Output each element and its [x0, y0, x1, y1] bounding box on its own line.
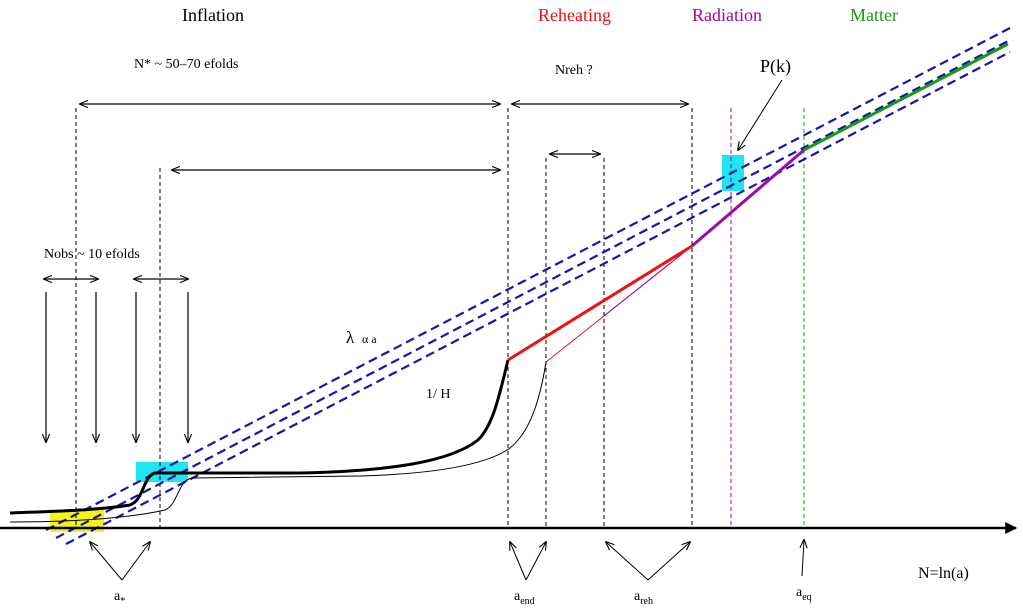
- inverse-hubble-label: 1/ H: [426, 387, 451, 402]
- era-label-radiation: Radiation: [692, 5, 762, 25]
- pk-pointer: [738, 79, 783, 150]
- vertical-markers: [75, 108, 693, 528]
- reheating-segment: [507, 244, 693, 362]
- mode-exit-arrows: [46, 292, 188, 442]
- era-label-inflation: Inflation: [182, 5, 244, 25]
- yellow-highlight-box: [50, 510, 104, 532]
- matter-segment: [803, 42, 1009, 152]
- a-reh-label: areh: [634, 589, 653, 607]
- lambda-symbol: λ: [346, 328, 355, 347]
- a-eq-pointer: [802, 540, 804, 577]
- radiation-segment: [691, 148, 805, 248]
- n-obs-label: Nobs ~ 10 efolds: [44, 247, 140, 262]
- pk-label: P(k): [760, 56, 791, 77]
- wavelength-line-3: [65, 51, 1011, 545]
- a-star-pointer-left: [90, 542, 123, 581]
- a-reh-pointer-right: [647, 542, 690, 581]
- wavelength-lines: [45, 27, 1011, 545]
- a-end-pointer-right: [525, 542, 546, 581]
- a-star-label: a*: [114, 589, 125, 607]
- thick-horizon-curve: [9, 359, 510, 515]
- a-reh-pointer-left: [606, 542, 649, 581]
- wavelength-line-1: [45, 27, 1011, 531]
- lambda-proportional-label: α a: [362, 332, 377, 346]
- span-arrows: [44, 104, 688, 279]
- n-star-label: N* ~ 50–70 efolds: [134, 57, 238, 72]
- thin-horizon-curve: [9, 361, 547, 523]
- era-label-matter: Matter: [850, 5, 898, 25]
- a-eq-label: aeq: [796, 585, 812, 603]
- thin-transition-segment: [603, 245, 693, 317]
- a-end-label: aend: [514, 589, 535, 607]
- wavelength-line-2: [55, 39, 1011, 539]
- a-end-pointer-left: [510, 542, 527, 581]
- era-label-reheating: Reheating: [538, 5, 611, 25]
- a-star-pointer-right: [121, 542, 150, 581]
- n-reh-label: Nreh ?: [555, 63, 593, 78]
- x-axis-label: N=ln(a): [918, 565, 969, 582]
- scale-factor-pointers: [90, 79, 804, 581]
